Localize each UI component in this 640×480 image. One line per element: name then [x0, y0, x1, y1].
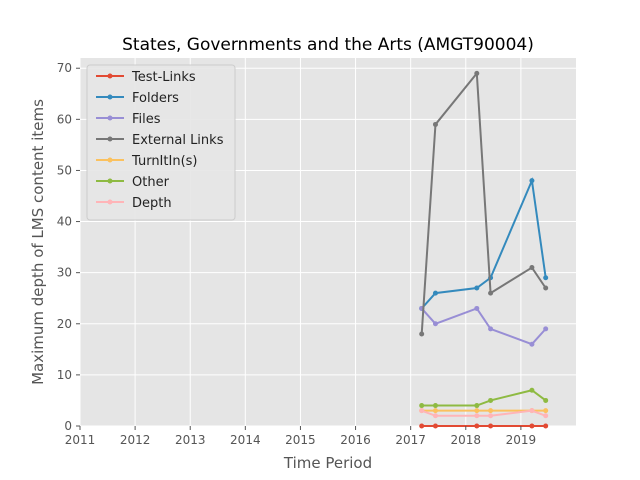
data-point-depth [419, 408, 425, 414]
data-point-other [543, 397, 549, 403]
data-point-external-links [474, 70, 480, 76]
data-point-files [432, 321, 438, 327]
legend-marker [107, 73, 113, 79]
series-test-links [419, 423, 549, 429]
legend-item: Test-Links [96, 70, 196, 85]
grid [79, 58, 576, 427]
data-point-external-links [543, 285, 549, 291]
legend-item: Files [96, 112, 161, 127]
data-point-files [474, 305, 480, 311]
legend-label: Test-Links [131, 70, 196, 85]
legend-item: Depth [96, 196, 172, 211]
data-point-test-links [529, 423, 535, 429]
series-depth [419, 408, 549, 419]
legend-item: Other [96, 175, 170, 190]
x-axis-ticks: 2011 2012 2013 2014 2015 2016 2017 2018 2019 [65, 426, 536, 447]
data-point-test-links [543, 423, 549, 429]
data-point-files [488, 326, 494, 332]
x-tick-label: 2019 [506, 433, 537, 447]
data-point-folders [432, 290, 438, 296]
data-point-files [543, 326, 549, 332]
data-point-other [488, 397, 494, 403]
x-tick-label: 2018 [451, 433, 482, 447]
data-point-external-links [529, 265, 535, 271]
data-point-test-links [474, 423, 480, 429]
x-tick-label: 2015 [285, 433, 316, 447]
data-point-folders [543, 275, 549, 281]
legend-marker [107, 136, 113, 142]
y-tick-label: 70 [57, 61, 72, 75]
data-point-external-links [488, 290, 494, 296]
data-point-other [474, 403, 480, 409]
data-point-folders [474, 285, 480, 291]
x-tick-label: 2013 [175, 433, 206, 447]
series-line-files [420, 307, 547, 346]
y-tick-label: 0 [64, 419, 72, 433]
data-point-depth [474, 413, 480, 419]
y-tick-label: 20 [57, 317, 72, 331]
y-tick-label: 50 [57, 163, 72, 177]
y-axis-ticks: 0 10 20 30 40 50 60 70 [57, 61, 80, 433]
x-axis-label: Time Period [283, 454, 372, 472]
data-point-test-links [488, 423, 494, 429]
data-point-external-links [432, 121, 438, 127]
y-axis-label: Maximum depth of LMS content items [29, 99, 47, 385]
data-point-other [432, 403, 438, 409]
legend-label: Files [132, 112, 161, 127]
series-line-folders [420, 176, 547, 310]
legend-marker [107, 199, 113, 205]
x-tick-label: 2011 [65, 433, 96, 447]
legend-marker [107, 115, 113, 121]
data-point-other [529, 387, 535, 393]
y-tick-label: 30 [57, 266, 72, 280]
series-lines [419, 70, 549, 429]
legend-label: TurnItIn(s) [131, 154, 197, 169]
legend-label: Folders [132, 91, 179, 106]
data-point-turnitin-s [432, 408, 438, 414]
x-tick-label: 2012 [120, 433, 151, 447]
data-point-test-links [419, 423, 425, 429]
legend-marker [107, 178, 113, 184]
x-tick-label: 2017 [395, 433, 426, 447]
x-tick-label: 2014 [230, 433, 261, 447]
legend-label: External Links [132, 133, 224, 148]
data-point-depth [529, 408, 535, 414]
y-tick-label: 60 [57, 112, 72, 126]
legend-label: Depth [132, 196, 172, 211]
series-other [419, 387, 549, 409]
series-line-external-links [420, 70, 547, 335]
series-external-links [419, 70, 549, 337]
legend-item: TurnItIn(s) [96, 154, 197, 169]
data-point-depth [432, 413, 438, 419]
data-point-depth [488, 413, 494, 419]
data-point-turnitin-s [543, 408, 549, 414]
data-point-turnitin-s [488, 408, 494, 414]
chart-title: States, Governments and the Arts (AMGT90… [122, 35, 534, 55]
data-point-files [529, 341, 535, 347]
legend-marker [107, 94, 113, 100]
legend-marker [107, 157, 113, 163]
data-point-other [419, 403, 425, 409]
data-point-external-links [419, 331, 425, 337]
data-point-test-links [432, 423, 438, 429]
legend: Test-Links Folders Files External Links Turn… [86, 64, 236, 221]
legend-item: Folders [96, 91, 179, 106]
data-point-depth [543, 413, 549, 419]
data-point-folders [529, 178, 535, 184]
x-tick-label: 2016 [340, 433, 371, 447]
legend-label: Other [132, 175, 170, 190]
y-tick-label: 10 [57, 368, 72, 382]
legend-item: External Links [96, 133, 224, 148]
data-point-turnitin-s [474, 408, 480, 414]
y-tick-label: 40 [57, 215, 72, 229]
